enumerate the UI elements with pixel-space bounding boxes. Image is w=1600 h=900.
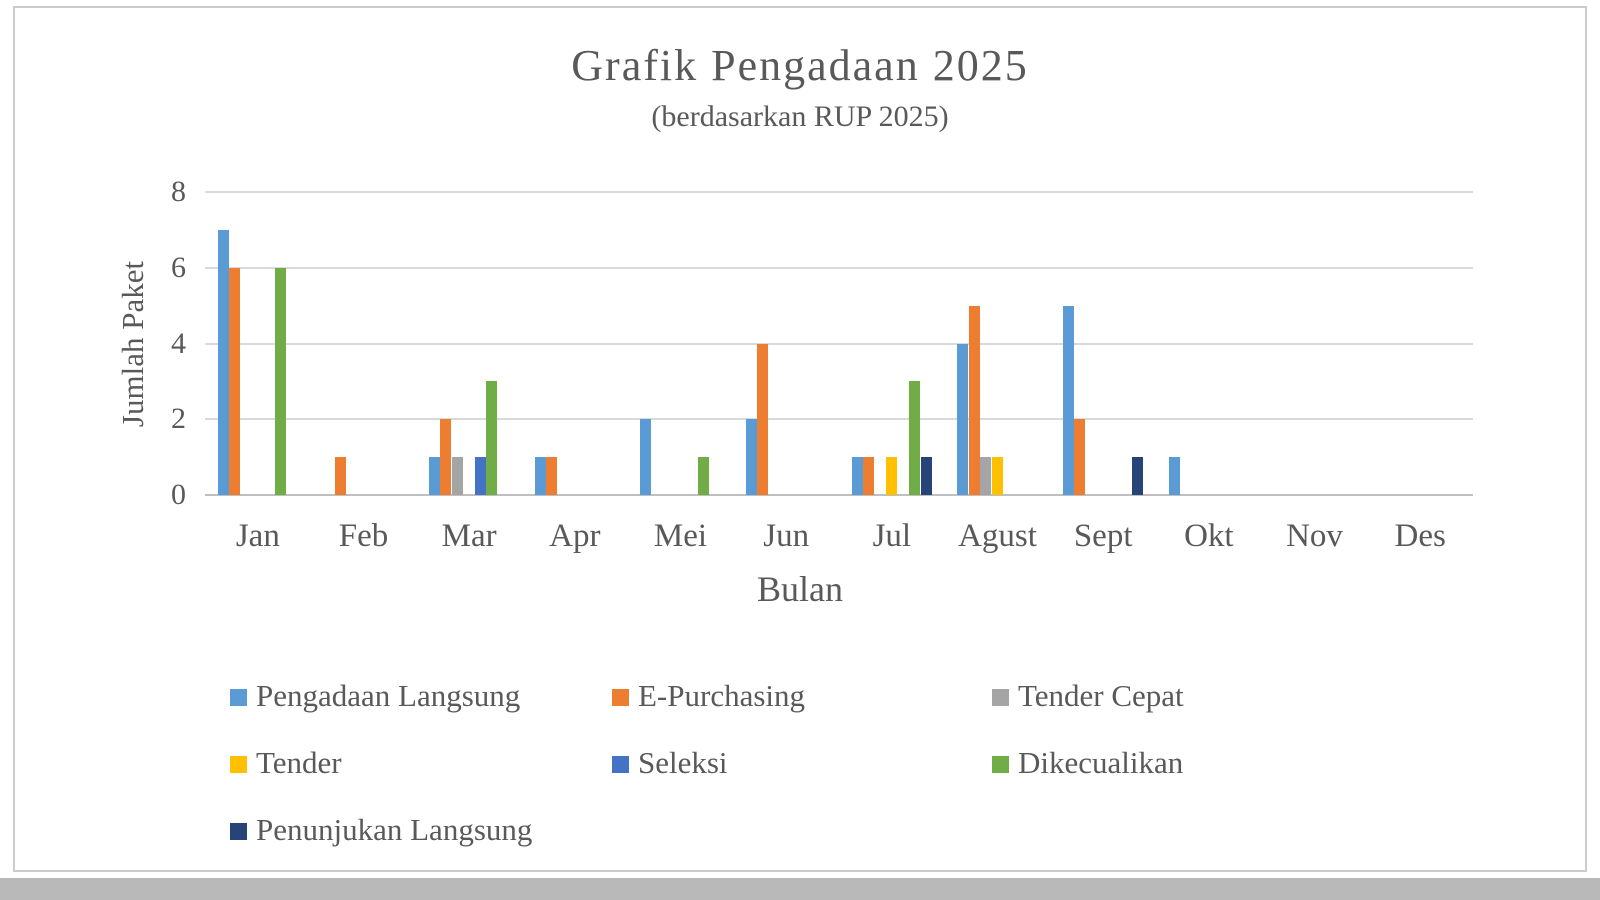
bar-e-purchasing-agust	[968, 305, 980, 495]
x-tick-label-okt: Okt	[1184, 518, 1234, 554]
x-tick-label-apr: Apr	[549, 518, 601, 554]
bar-penunjukan-langsung-jul	[920, 457, 932, 495]
y-tick-label: 8	[171, 175, 186, 208]
bar-penunjukan-langsung-sept	[1131, 457, 1143, 495]
bar-pengadaan-langsung-agust	[957, 343, 969, 495]
bar-tender-agust	[991, 457, 1003, 495]
bar-pengadaan-langsung-jun	[745, 419, 757, 495]
legend-marker-e-purchasing	[612, 689, 629, 706]
legend-label-dikecualikan: Dikecualikan	[1018, 744, 1184, 780]
legend-marker-tender	[230, 756, 247, 773]
legend-label-penunjukan-langsung: Penunjukan Langsung	[256, 811, 533, 847]
y-tick-label: 6	[171, 250, 186, 284]
bar-e-purchasing-apr	[546, 457, 558, 495]
gridline	[205, 191, 1473, 193]
x-axis-tick-labels: Jan Feb Mar Apr Mei Jun Jul Agust Sept Okt Nov Des	[205, 514, 1473, 558]
bar-tender-jul	[886, 457, 898, 495]
bar-pengadaan-langsung-mei	[640, 419, 652, 495]
legend-item-e-purchasing: E-Purchasing	[612, 678, 992, 714]
legend-item-tender: Tender	[230, 745, 612, 781]
legend-item-seleksi: Seleksi	[612, 745, 992, 781]
bar-dikecualikan-jan	[275, 267, 287, 495]
x-tick-label-agust: Agust	[958, 518, 1037, 554]
bar-dikecualikan-mei	[697, 457, 709, 495]
legend-item-penunjukan-langsung: Penunjukan Langsung	[230, 812, 612, 848]
legend-item-dikecualikan: Dikecualikan	[992, 745, 1422, 781]
x-tick-label-jul: Jul	[872, 518, 912, 554]
gridline	[205, 266, 1473, 269]
x-tick-label-jun: Jun	[763, 518, 810, 554]
legend-label-tender-cepat: Tender Cepat	[1018, 677, 1184, 713]
bar-dikecualikan-mar	[486, 381, 498, 495]
bar-tender-cepat-mar	[451, 457, 463, 495]
bar-e-purchasing-jun	[757, 343, 769, 495]
bar-e-purchasing-mar	[440, 419, 452, 495]
y-axis-tick-labels: 0 2 4 6 8	[118, 175, 186, 511]
bar-seleksi-mar	[474, 457, 486, 495]
x-tick-label-feb: Feb	[338, 518, 389, 554]
x-axis-line	[205, 494, 1473, 496]
gridline	[205, 342, 1473, 345]
bar-pengadaan-langsung-jan	[217, 229, 229, 495]
legend-marker-seleksi	[612, 756, 629, 773]
legend-item-tender-cepat: Tender Cepat	[992, 678, 1422, 714]
legend-marker-penunjukan-langsung	[230, 823, 247, 840]
bar-e-purchasing-jul	[863, 457, 875, 495]
bar-e-purchasing-feb	[334, 457, 346, 495]
plot-area	[205, 191, 1473, 496]
bar-pengadaan-langsung-sept	[1062, 305, 1074, 495]
x-tick-label-mar: Mar	[441, 518, 497, 554]
legend-label-seleksi: Seleksi	[638, 744, 728, 780]
gridline	[205, 418, 1473, 421]
legend-marker-dikecualikan	[992, 756, 1009, 773]
legend-label-tender: Tender	[256, 744, 342, 780]
bar-tender-cepat-agust	[980, 457, 992, 495]
bar-dikecualikan-jul	[909, 381, 921, 495]
chart-subtitle: (berdasarkan RUP 2025)	[651, 100, 949, 133]
bar-e-purchasing-jan	[229, 267, 241, 495]
bar-pengadaan-langsung-jul	[851, 457, 863, 495]
x-tick-label-nov: Nov	[1286, 518, 1343, 554]
legend-marker-tender-cepat	[992, 689, 1009, 706]
legend-label-pengadaan-langsung: Pengadaan Langsung	[256, 677, 521, 713]
x-tick-label-mei: Mei	[653, 518, 708, 554]
legend-label-e-purchasing: E-Purchasing	[638, 677, 806, 713]
bar-e-purchasing-sept	[1074, 419, 1086, 495]
bar-pengadaan-langsung-mar	[428, 457, 440, 495]
x-tick-label-sept: Sept	[1073, 518, 1133, 554]
bottom-bar	[0, 878, 1600, 900]
legend-marker-pengadaan-langsung	[230, 689, 247, 706]
x-tick-label-des: Des	[1394, 518, 1446, 554]
legend-item-pengadaan-langsung: Pengadaan Langsung	[230, 678, 612, 714]
x-axis-title: Bulan	[757, 569, 843, 609]
y-tick-label: 4	[171, 326, 186, 360]
legend: Pengadaan Langsung E-Purchasing Tender Cep…	[230, 662, 1422, 863]
y-tick-label: 2	[171, 402, 186, 436]
chart-title: Grafik Pengadaan 2025	[571, 41, 1029, 90]
x-tick-label-jan: Jan	[235, 518, 280, 554]
bar-pengadaan-langsung-okt	[1168, 457, 1180, 495]
y-tick-label: 0	[171, 478, 186, 511]
bar-pengadaan-langsung-apr	[534, 457, 546, 495]
